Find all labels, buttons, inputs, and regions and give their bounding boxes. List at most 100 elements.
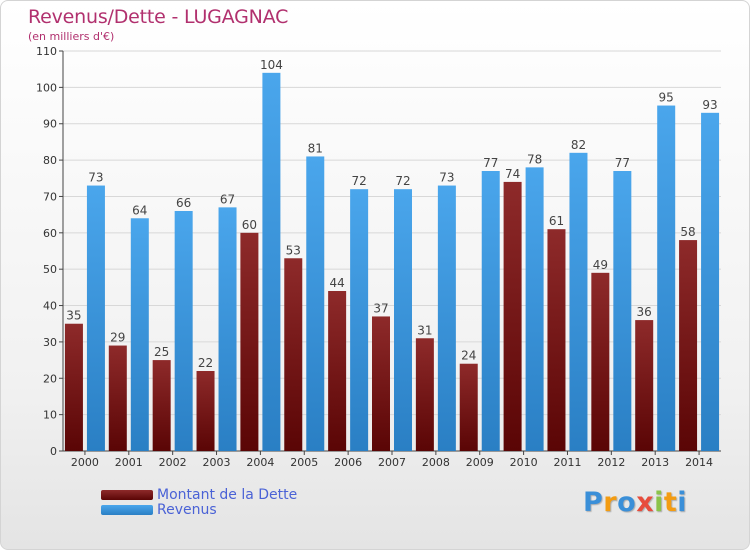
data-label-revenus: 66 bbox=[176, 196, 191, 210]
legend-swatch-dette bbox=[101, 490, 153, 500]
logo-letter: i bbox=[677, 487, 688, 518]
chart-legend: Montant de la Dette Revenus bbox=[101, 487, 361, 518]
x-tick-label: 2009 bbox=[466, 456, 494, 469]
data-label-revenus: 104 bbox=[260, 58, 283, 72]
legend-swatch-revenus bbox=[101, 505, 153, 515]
logo-letter: r bbox=[603, 487, 618, 518]
x-tick-label: 2003 bbox=[203, 456, 231, 469]
y-tick-label: 100 bbox=[36, 81, 57, 94]
data-label-revenus: 64 bbox=[132, 203, 147, 217]
bar-revenus bbox=[218, 207, 237, 451]
bar-dette bbox=[284, 258, 303, 451]
bar-revenus bbox=[174, 211, 193, 451]
x-tick-label: 2012 bbox=[597, 456, 625, 469]
chart-subtitle: (en milliers d'€) bbox=[28, 30, 115, 43]
bar-revenus bbox=[437, 185, 456, 451]
proxiti-logo: Proxiti bbox=[583, 487, 687, 518]
x-tick-label: 2007 bbox=[378, 456, 406, 469]
y-tick-label: 60 bbox=[43, 227, 57, 240]
bar-revenus bbox=[525, 167, 544, 451]
data-label-revenus: 81 bbox=[308, 141, 323, 155]
x-tick-label: 2006 bbox=[334, 456, 362, 469]
data-label-revenus: 78 bbox=[527, 152, 542, 166]
bar-revenus bbox=[306, 156, 325, 452]
bar-dette bbox=[372, 316, 390, 451]
bar-dette bbox=[635, 320, 654, 451]
x-tick-label: 2008 bbox=[422, 456, 450, 469]
data-label-revenus: 95 bbox=[659, 91, 674, 105]
x-tick-label: 2000 bbox=[71, 456, 99, 469]
bar-revenus bbox=[569, 152, 588, 451]
x-tick-label: 2004 bbox=[246, 456, 274, 469]
bar-revenus bbox=[262, 72, 281, 452]
data-label-revenus: 93 bbox=[702, 98, 717, 112]
logo-letter: i bbox=[654, 487, 664, 518]
logo-letter: x bbox=[636, 487, 655, 518]
data-label-dette: 61 bbox=[549, 214, 564, 228]
bar-dette bbox=[547, 229, 566, 451]
chart-title: Revenus/Dette - LUGAGNAC bbox=[28, 6, 289, 28]
legend-label-revenus: Revenus bbox=[157, 502, 217, 518]
y-tick-label: 10 bbox=[43, 409, 57, 422]
data-label-dette: 24 bbox=[461, 349, 476, 363]
x-tick-label: 2014 bbox=[685, 456, 713, 469]
data-label-dette: 25 bbox=[154, 345, 169, 359]
data-label-dette: 60 bbox=[242, 218, 257, 232]
legend-label-dette: Montant de la Dette bbox=[157, 487, 298, 503]
bar-dette bbox=[196, 371, 215, 451]
data-label-revenus: 77 bbox=[483, 156, 498, 170]
y-tick-label: 20 bbox=[43, 372, 57, 385]
bar-revenus bbox=[394, 189, 412, 451]
data-label-revenus: 72 bbox=[395, 174, 410, 188]
data-label-dette: 35 bbox=[66, 309, 81, 323]
bar-revenus bbox=[130, 218, 149, 451]
legend-item-dette: Montant de la Dette bbox=[101, 487, 361, 503]
bar-revenus bbox=[701, 112, 720, 452]
y-tick-label: 90 bbox=[43, 118, 57, 131]
data-label-dette: 53 bbox=[286, 243, 301, 257]
y-tick-label: 50 bbox=[43, 263, 57, 276]
data-label-dette: 37 bbox=[373, 301, 388, 315]
x-tick-label: 2010 bbox=[510, 456, 538, 469]
data-label-revenus: 82 bbox=[571, 138, 586, 152]
y-tick-label: 40 bbox=[43, 300, 57, 313]
bar-dette bbox=[503, 181, 522, 451]
bar-dette bbox=[591, 272, 610, 451]
bar-dette bbox=[679, 240, 698, 451]
data-label-revenus: 77 bbox=[615, 156, 630, 170]
data-label-revenus: 67 bbox=[220, 192, 235, 206]
bar-dette bbox=[240, 232, 259, 451]
data-label-dette: 49 bbox=[593, 258, 608, 272]
data-label-dette: 74 bbox=[505, 167, 520, 181]
data-label-dette: 44 bbox=[329, 276, 344, 290]
legend-item-revenus: Revenus bbox=[101, 502, 361, 518]
bar-dette bbox=[328, 291, 347, 451]
bar-dette bbox=[459, 363, 478, 451]
bar-revenus bbox=[613, 171, 632, 451]
bar-dette bbox=[108, 345, 127, 451]
logo-letter: o bbox=[617, 487, 637, 518]
data-label-dette: 22 bbox=[198, 356, 213, 370]
x-tick-label: 2002 bbox=[159, 456, 187, 469]
y-tick-label: 70 bbox=[43, 190, 57, 203]
y-tick-label: 80 bbox=[43, 154, 57, 167]
x-tick-label: 2011 bbox=[553, 456, 581, 469]
x-tick-label: 2005 bbox=[290, 456, 318, 469]
bar-revenus bbox=[350, 189, 369, 451]
logo-letter: P bbox=[583, 487, 604, 518]
y-tick-label: 110 bbox=[36, 45, 57, 58]
bar-revenus bbox=[86, 185, 105, 451]
data-label-revenus: 73 bbox=[88, 171, 103, 185]
x-tick-label: 2013 bbox=[641, 456, 669, 469]
y-tick-label: 0 bbox=[50, 445, 57, 458]
data-label-revenus: 73 bbox=[439, 171, 454, 185]
data-label-dette: 31 bbox=[417, 323, 432, 337]
y-tick-label: 30 bbox=[43, 336, 57, 349]
bar-dette bbox=[64, 323, 83, 451]
x-tick-label: 2001 bbox=[115, 456, 143, 469]
data-label-revenus: 72 bbox=[351, 174, 366, 188]
bar-revenus bbox=[481, 171, 500, 451]
bar-revenus bbox=[657, 105, 676, 451]
